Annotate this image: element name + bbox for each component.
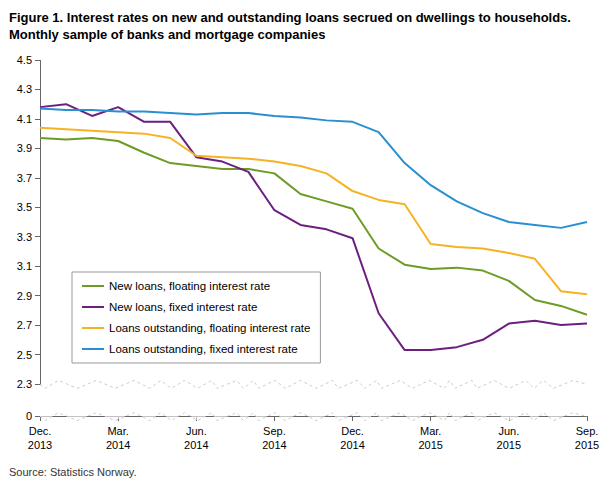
svg-text:Figure 1. Interest rates on ne: Figure 1. Interest rates on new and outs… <box>9 10 575 25</box>
svg-text:Mar.: Mar. <box>420 425 441 437</box>
svg-text:Mar.: Mar. <box>107 425 128 437</box>
svg-text:Dec.: Dec. <box>341 425 364 437</box>
svg-text:Jun.: Jun. <box>186 425 207 437</box>
svg-text:3.9: 3.9 <box>17 142 32 154</box>
svg-text:2.5: 2.5 <box>17 349 32 361</box>
svg-text:2013: 2013 <box>28 439 52 451</box>
svg-text:2.7: 2.7 <box>17 319 32 331</box>
svg-text:2.3: 2.3 <box>17 378 32 390</box>
svg-text:Source: Statistics Norway.: Source: Statistics Norway. <box>9 466 137 478</box>
svg-text:4.5: 4.5 <box>17 54 32 66</box>
svg-text:2015: 2015 <box>575 439 599 451</box>
svg-text:Monthly sample of banks and mo: Monthly sample of banks and mortgage com… <box>9 27 325 42</box>
svg-text:Sep.: Sep. <box>576 425 599 437</box>
svg-text:Loans outstanding, floating in: Loans outstanding, floating interest rat… <box>109 322 310 334</box>
svg-text:3.7: 3.7 <box>17 172 32 184</box>
svg-text:2014: 2014 <box>184 439 208 451</box>
svg-text:New loans, fixed interest rate: New loans, fixed interest rate <box>109 301 257 313</box>
svg-text:New loans, floating interest r: New loans, floating interest rate <box>109 280 270 292</box>
svg-text:3.1: 3.1 <box>17 260 32 272</box>
svg-text:Loans outstanding, fixed inter: Loans outstanding, fixed interest rate <box>109 343 298 355</box>
svg-text:2015: 2015 <box>497 439 521 451</box>
svg-text:2015: 2015 <box>418 439 442 451</box>
svg-text:4.1: 4.1 <box>17 113 32 125</box>
svg-text:Jun.: Jun. <box>498 425 519 437</box>
svg-text:4.3: 4.3 <box>17 83 32 95</box>
svg-text:Sep.: Sep. <box>263 425 286 437</box>
svg-text:2014: 2014 <box>106 439 130 451</box>
svg-text:2014: 2014 <box>340 439 364 451</box>
svg-text:3.5: 3.5 <box>17 201 32 213</box>
svg-text:2.9: 2.9 <box>17 290 32 302</box>
svg-text:0: 0 <box>26 410 32 422</box>
svg-text:Dec.: Dec. <box>29 425 52 437</box>
svg-text:3.3: 3.3 <box>17 231 32 243</box>
svg-text:2014: 2014 <box>262 439 286 451</box>
